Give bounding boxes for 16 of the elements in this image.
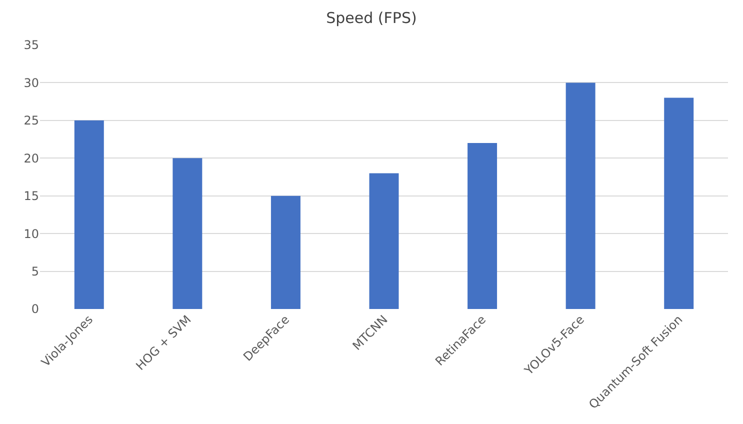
y-tick-label: 10 (24, 226, 39, 241)
y-tick-label: 25 (24, 114, 39, 128)
y-tick-label: 5 (31, 264, 39, 278)
y-tick-label: 30 (24, 76, 39, 90)
bar (566, 82, 596, 309)
chart-title: Speed (FPS) (326, 9, 417, 28)
bar (664, 98, 694, 309)
bar (468, 143, 498, 309)
y-tick-label: 15 (24, 189, 39, 204)
bar (270, 196, 300, 309)
bar (74, 120, 104, 309)
y-tick-label: 35 (24, 38, 39, 52)
bar (369, 173, 399, 309)
y-tick-label: 20 (24, 151, 39, 166)
bar (172, 158, 202, 309)
y-tick-label: 0 (31, 302, 39, 316)
